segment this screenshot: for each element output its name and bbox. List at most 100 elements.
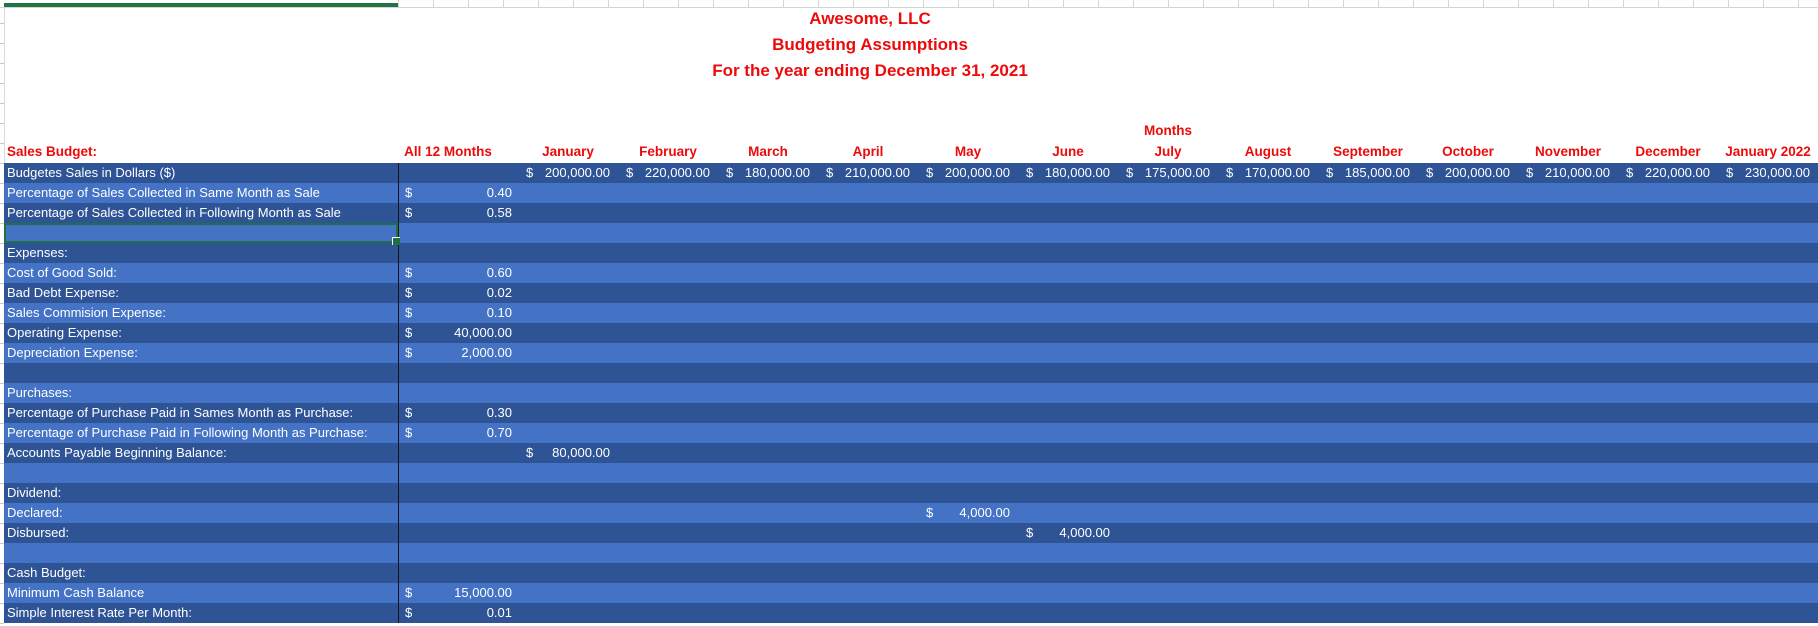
cell-value: 0.10 [486, 305, 512, 320]
table-row [4, 463, 1818, 483]
cell-value: 210,000.00 [1544, 165, 1610, 180]
section-header-sales-budget[interactable]: Sales Budget: [7, 144, 98, 159]
currency-symbol: $ [405, 305, 413, 320]
column-header-february[interactable]: February [639, 144, 697, 159]
row-label-cell[interactable]: Percentage of Purchase Paid in Sames Mon… [7, 405, 354, 420]
currency-symbol: $ [526, 445, 534, 460]
column-header-march[interactable]: March [748, 144, 788, 159]
row-label-cell[interactable]: Cost of Good Sold: [7, 265, 117, 280]
cell-all-12-months[interactable]: $0.01 [405, 603, 512, 623]
column-header-july[interactable]: July [1154, 144, 1182, 159]
row-label-cell[interactable]: Disbursed: [7, 525, 70, 540]
selected-cell[interactable] [4, 223, 400, 245]
currency-symbol: $ [405, 265, 413, 280]
cell-all-12-months[interactable]: $0.60 [405, 263, 512, 283]
table-row: Percentage of Purchase Paid in Sames Mon… [4, 403, 1818, 423]
column-header-october[interactable]: October [1442, 144, 1494, 159]
table-row: Accounts Payable Beginning Balance: $80,0… [4, 443, 1818, 463]
row-label-cell[interactable]: Operating Expense: [7, 325, 122, 340]
column-header-august[interactable]: August [1244, 144, 1292, 159]
cell-december[interactable]: $220,000.00 [1626, 163, 1710, 183]
table-row: Bad Debt Expense: $0.02 [4, 283, 1818, 303]
row-label-cell[interactable]: Sales Commision Expense: [7, 305, 166, 320]
cell-november[interactable]: $210,000.00 [1526, 163, 1610, 183]
cell-all-12-months[interactable]: $0.40 [405, 183, 512, 203]
currency-symbol: $ [526, 165, 534, 180]
cell-august[interactable]: $170,000.00 [1226, 163, 1310, 183]
cell-value: 0.01 [486, 605, 512, 620]
row-label-cell[interactable]: Bad Debt Expense: [7, 285, 120, 300]
cell-july[interactable]: $175,000.00 [1126, 163, 1210, 183]
report-title: Budgeting Assumptions [772, 35, 968, 54]
row-label-cell[interactable]: Minimum Cash Balance [7, 585, 145, 600]
cell-january[interactable]: $80,000.00 [526, 443, 610, 463]
months-group-label: Months [1144, 123, 1192, 138]
column-header-december[interactable]: December [1635, 144, 1701, 159]
company-title: Awesome, LLC [809, 9, 931, 28]
label-column-divider [398, 163, 399, 623]
cell-value: 200,000.00 [944, 165, 1010, 180]
row-label-cell[interactable]: Dividend: [7, 485, 62, 500]
cell-september[interactable]: $185,000.00 [1326, 163, 1410, 183]
cell-value: 4,000.00 [1059, 525, 1110, 540]
cell-all-12-months[interactable]: $0.58 [405, 203, 512, 223]
row-label-cell[interactable]: Expenses: [7, 245, 68, 260]
column-header-september[interactable]: September [1333, 144, 1403, 159]
cell-march[interactable]: $180,000.00 [726, 163, 810, 183]
currency-symbol: $ [405, 345, 413, 360]
currency-symbol: $ [405, 205, 413, 220]
cell-all-12-months[interactable]: $0.70 [405, 423, 512, 443]
cell-value: 0.58 [486, 205, 512, 220]
row-label-cell[interactable]: Percentage of Sales Collected in Same Mo… [7, 185, 320, 200]
row-label-cell[interactable]: Depreciation Expense: [7, 345, 138, 360]
column-header-november[interactable]: November [1534, 144, 1602, 159]
row-label-cell[interactable]: Cash Budget: [7, 565, 86, 580]
cell-value: 220,000.00 [1644, 165, 1710, 180]
row-label-cell[interactable]: Purchases: [7, 385, 73, 400]
cell-february[interactable]: $220,000.00 [626, 163, 710, 183]
fill-handle[interactable] [392, 237, 400, 245]
table-row: Expenses: [4, 243, 1818, 263]
cell-may[interactable]: $4,000.00 [926, 503, 1010, 523]
table-row: Declared: $4,000.00 [4, 503, 1818, 523]
cell-all-12-months[interactable]: $0.02 [405, 283, 512, 303]
cell-all-12-months[interactable]: $2,000.00 [405, 343, 512, 363]
cell-value: 180,000.00 [1044, 165, 1110, 180]
row-label-cell[interactable]: Declared: [7, 505, 63, 520]
cell-all-12-months[interactable]: $0.30 [405, 403, 512, 423]
row-label-cell[interactable]: Percentage of Sales Collected in Followi… [7, 205, 341, 220]
column-header-january[interactable]: January [542, 144, 594, 159]
table-row: Percentage of Sales Collected in Followi… [4, 203, 1818, 223]
top-row-gridline [0, 7, 1818, 8]
table-row: Percentage of Sales Collected in Same Mo… [4, 183, 1818, 203]
cell-june[interactable]: $180,000.00 [1026, 163, 1110, 183]
column-header-january-2022[interactable]: January 2022 [1725, 144, 1811, 159]
cell-value: 200,000.00 [544, 165, 610, 180]
row-label-cell[interactable]: Percentage of Purchase Paid in Following… [7, 425, 368, 440]
table-row: Disbursed: $4,000.00 [4, 523, 1818, 543]
cell-january-2022[interactable]: $230,000.00 [1726, 163, 1810, 183]
column-header-april[interactable]: April [852, 144, 884, 159]
cell-all-12-months[interactable]: $40,000.00 [405, 323, 512, 343]
column-header-all-12-months[interactable]: All 12 Months [404, 144, 492, 159]
currency-symbol: $ [1326, 165, 1334, 180]
column-header-june[interactable]: June [1052, 144, 1084, 159]
currency-symbol: $ [726, 165, 734, 180]
cell-june[interactable]: $4,000.00 [1026, 523, 1110, 543]
row-label-cell[interactable]: Budgetes Sales in Dollars ($) [7, 165, 176, 180]
cell-october[interactable]: $200,000.00 [1426, 163, 1510, 183]
cell-april[interactable]: $210,000.00 [826, 163, 910, 183]
table-row: Dividend: [4, 483, 1818, 503]
cell-january[interactable]: $200,000.00 [526, 163, 610, 183]
row-label-cell[interactable]: Accounts Payable Beginning Balance: [7, 445, 227, 460]
cell-may[interactable]: $200,000.00 [926, 163, 1010, 183]
table-row: Percentage of Purchase Paid in Following… [4, 423, 1818, 443]
row-label-cell[interactable]: Simple Interest Rate Per Month: [7, 605, 192, 620]
currency-symbol: $ [1426, 165, 1434, 180]
cell-value: 185,000.00 [1344, 165, 1410, 180]
cell-all-12-months[interactable]: $0.10 [405, 303, 512, 323]
cell-all-12-months[interactable]: $15,000.00 [405, 583, 512, 603]
currency-symbol: $ [1026, 165, 1034, 180]
column-header-may[interactable]: May [954, 144, 982, 159]
table-row [4, 363, 1818, 383]
